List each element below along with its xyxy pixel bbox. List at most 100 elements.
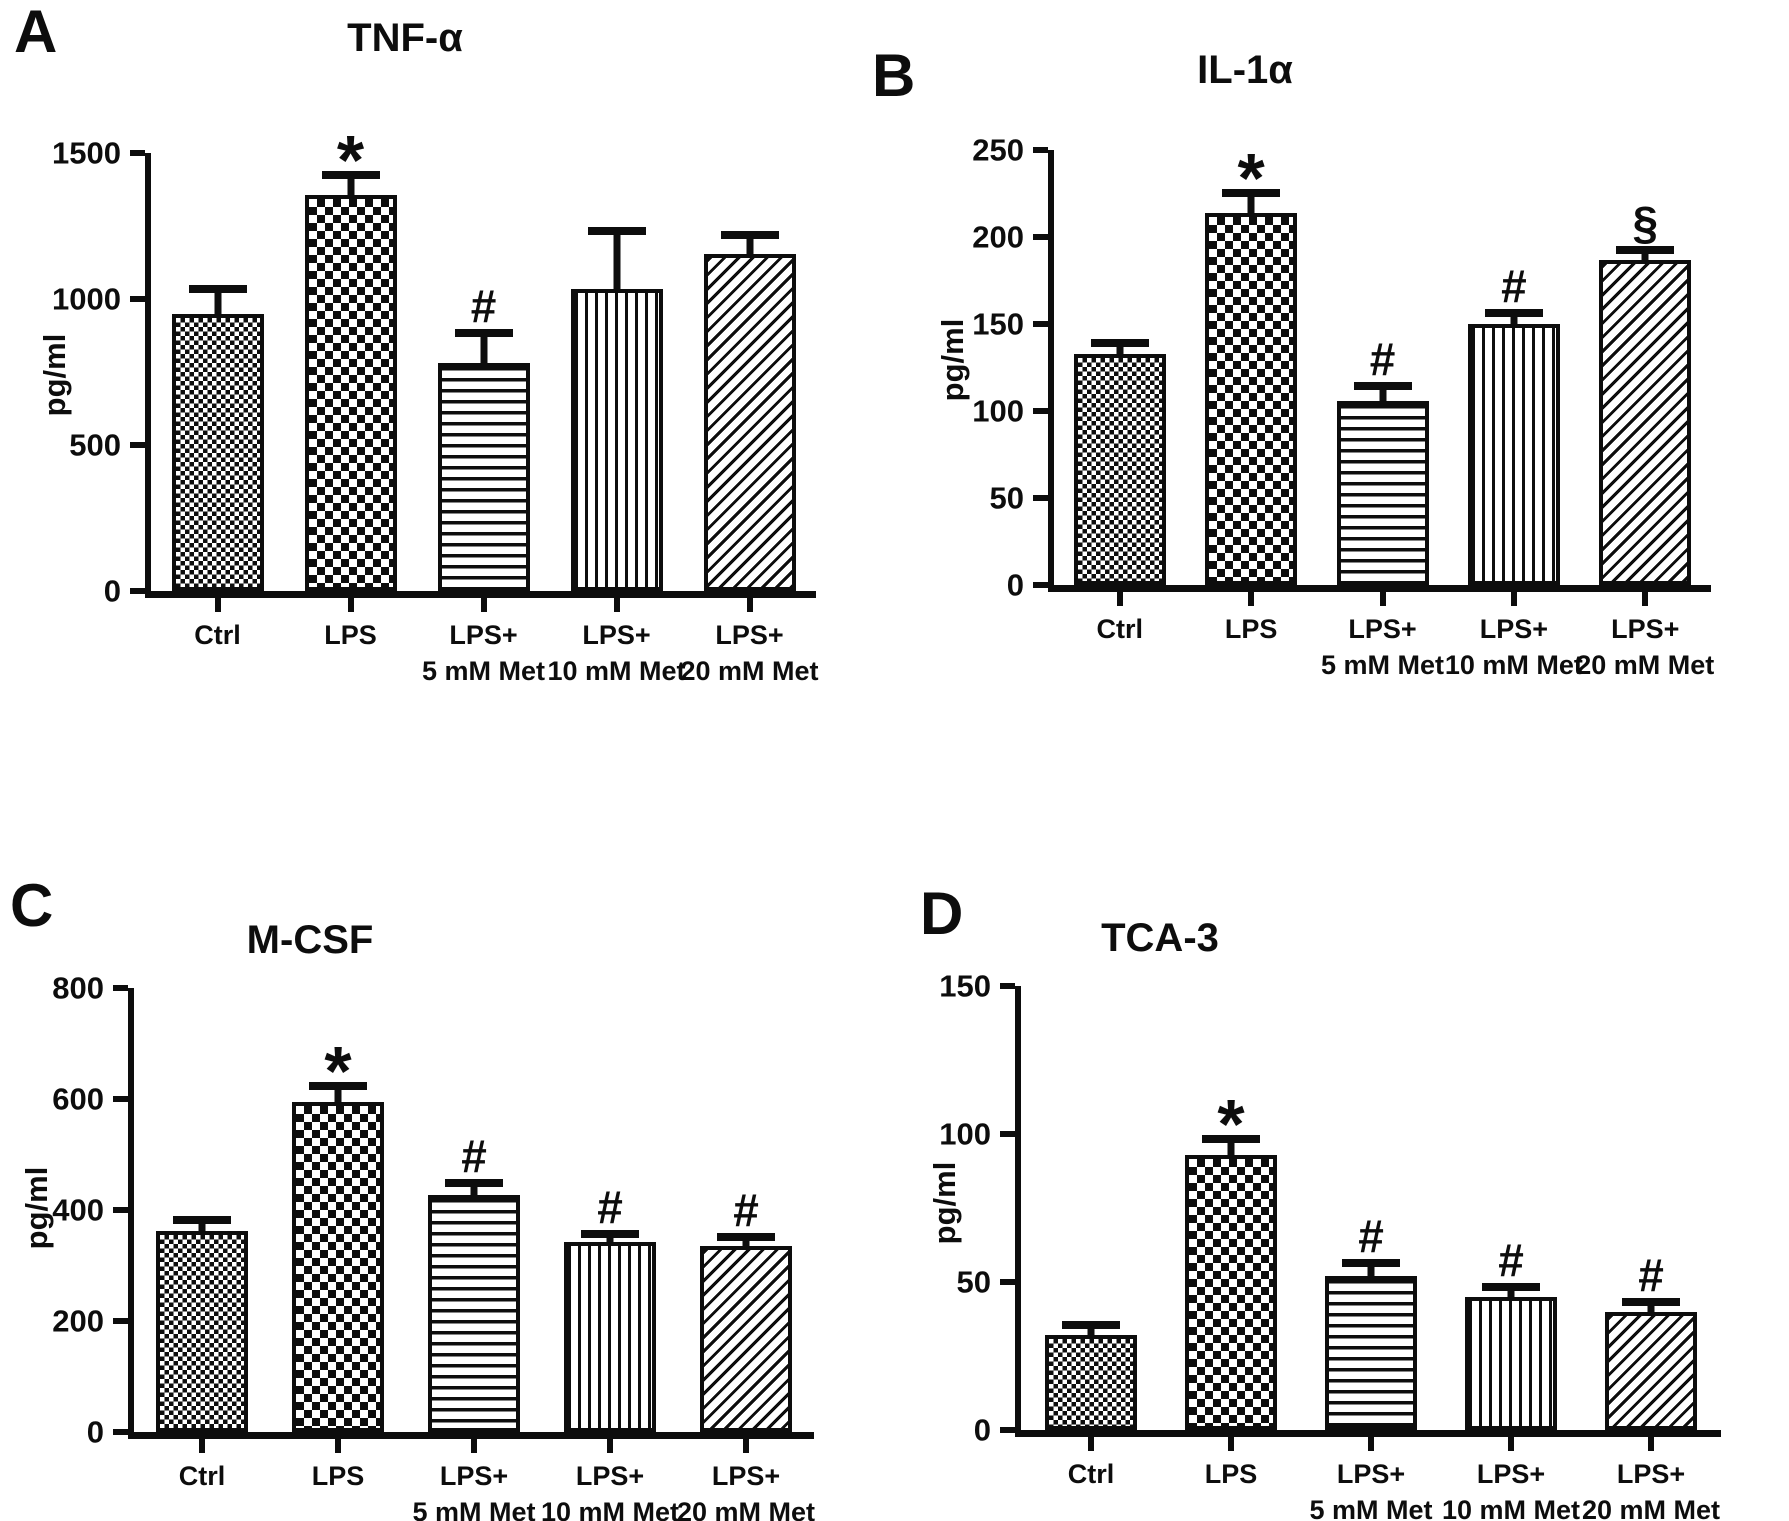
x-tick-mark bbox=[1648, 1437, 1654, 1451]
y-tick-label: 250 bbox=[972, 132, 1024, 168]
bar-lps-10-mm-met bbox=[564, 1241, 656, 1432]
panel-letter-a: A bbox=[14, 0, 58, 65]
significance-marker-lps-10-mm-met: # bbox=[1501, 260, 1527, 313]
error-bar-lps bbox=[309, 1081, 367, 1104]
x-axis-label-ctrl: Ctrl bbox=[194, 620, 241, 650]
error-bar-stem bbox=[480, 336, 487, 366]
y-tick-mark bbox=[113, 1096, 128, 1102]
y-tick-mark bbox=[1033, 321, 1048, 327]
y-tick-mark bbox=[1000, 1131, 1015, 1137]
y-tick-mark bbox=[1033, 495, 1048, 501]
y-tick-label: 800 bbox=[52, 970, 104, 1006]
bar-lps-20-mm-met bbox=[703, 253, 796, 591]
error-bar-lps-20-mm-met bbox=[717, 1232, 775, 1248]
x-axis-label-lps-10-mm-met: LPS+ 10 mM Met bbox=[1441, 1459, 1581, 1521]
bar-lps-10-mm-met bbox=[1465, 1296, 1557, 1430]
chart-title-b: IL-1α bbox=[1197, 48, 1293, 92]
error-bar-lps-20-mm-met bbox=[1616, 246, 1675, 262]
y-tick-mark bbox=[130, 588, 145, 594]
x-tick-mark bbox=[1368, 1437, 1374, 1451]
error-bar-ctrl bbox=[188, 285, 247, 316]
bar-lps-5-mm-met bbox=[428, 1195, 520, 1432]
significance-marker-lps: * bbox=[336, 121, 365, 200]
y-tick-label: 0 bbox=[103, 573, 121, 609]
error-bar-lps-5-mm-met bbox=[445, 1178, 503, 1198]
error-bar-lps-10-mm-met bbox=[1484, 309, 1543, 326]
panel-a: A TNF-α pg/ml 0 500 1000 1500 Ctrl * LPS # LPS+ … bbox=[0, 0, 860, 758]
plot-area-d: 0 50 100 150 Ctrl * LPS # LPS+ 5 mM Met # LPS+ 10 … bbox=[939, 971, 1721, 1521]
x-tick-mark bbox=[1510, 592, 1517, 606]
error-bar-stem bbox=[334, 1089, 342, 1104]
y-axis-label-d: pg/ml bbox=[927, 1161, 962, 1245]
significance-marker-lps-20-mm-met: # bbox=[1638, 1248, 1664, 1301]
y-tick-mark bbox=[1000, 1427, 1015, 1433]
y-tick-mark bbox=[113, 1429, 128, 1435]
x-axis-label-lps: LPS bbox=[1224, 614, 1278, 644]
error-bar-stem bbox=[198, 1224, 206, 1234]
error-bar-stem bbox=[606, 1238, 614, 1244]
y-tick-mark bbox=[113, 1318, 128, 1324]
bar-lps-5-mm-met bbox=[1325, 1276, 1417, 1430]
error-bar-stem bbox=[742, 1240, 750, 1248]
x-axis-label-lps-10-mm-met: LPS+ 10 mM Met bbox=[547, 620, 686, 687]
significance-marker-lps: * bbox=[1237, 138, 1265, 217]
y-tick-label: 1000 bbox=[52, 281, 121, 317]
x-tick-mark bbox=[1642, 592, 1649, 606]
error-bar-stem bbox=[214, 293, 221, 316]
y-tick-mark bbox=[130, 442, 145, 448]
plot-area-c: 0 200 400 600 800 Ctrl * LPS # LPS+ 5 mM Met # LPS+… bbox=[52, 973, 815, 1521]
x-axis-label-lps-20-mm-met: LPS+ 20 mM Met bbox=[680, 620, 819, 687]
x-axis-label-lps-10-mm-met: LPS+ 10 mM Met bbox=[540, 1461, 680, 1521]
x-tick-mark bbox=[607, 1439, 613, 1453]
x-tick-mark bbox=[480, 598, 487, 612]
plot-area-a: 0 500 1000 1500 Ctrl * LPS # LPS+ 5 mM Met LPS+ 1… bbox=[52, 125, 818, 686]
x-axis-label-lps-5-mm-met: LPS+ 5 mM Met bbox=[1320, 614, 1445, 681]
x-axis-label-ctrl: Ctrl bbox=[1096, 614, 1143, 644]
x-tick-mark bbox=[613, 598, 620, 612]
error-bar-lps-20-mm-met bbox=[720, 231, 779, 256]
x-tick-mark bbox=[1088, 1437, 1094, 1451]
chart-title-d: TCA-3 bbox=[1101, 916, 1219, 960]
significance-marker-lps-10-mm-met: # bbox=[1498, 1233, 1524, 1286]
x-tick-mark bbox=[471, 1439, 477, 1453]
y-axis-label-a: pg/ml bbox=[37, 333, 72, 417]
significance-marker-lps-20-mm-met: # bbox=[733, 1183, 759, 1236]
x-tick-mark bbox=[335, 1439, 341, 1453]
error-bar-stem bbox=[1379, 390, 1386, 403]
x-axis-label-lps-10-mm-met: LPS+ 10 mM Met bbox=[1444, 614, 1583, 681]
y-tick-label: 200 bbox=[972, 219, 1024, 255]
x-axis-label-lps-20-mm-met: LPS+ 20 mM Met bbox=[676, 1461, 816, 1521]
panel-letter-d: D bbox=[920, 880, 964, 947]
y-tick-label: 100 bbox=[972, 393, 1024, 429]
y-tick-label: 50 bbox=[956, 1264, 991, 1300]
panel-letter-c: C bbox=[10, 872, 54, 939]
chart-title-a: TNF-α bbox=[347, 16, 463, 60]
y-tick-label: 1500 bbox=[52, 135, 121, 171]
y-tick-label: 0 bbox=[973, 1412, 991, 1448]
x-axis-label-lps-5-mm-met: LPS+ 5 mM Met bbox=[412, 1461, 536, 1521]
y-tick-label: 50 bbox=[989, 480, 1024, 516]
bar-lps bbox=[292, 1101, 384, 1432]
error-bar-lps bbox=[321, 171, 380, 198]
panel-c: C M-CSF pg/ml 0 200 400 600 800 Ctrl * LPS # LPS+… bbox=[0, 758, 860, 1521]
y-tick-label: 0 bbox=[86, 1414, 104, 1450]
bar-ctrl bbox=[1045, 1335, 1137, 1430]
x-axis-label-lps-20-mm-met: LPS+ 20 mM Met bbox=[1581, 1459, 1721, 1521]
bar-lps-20-mm-met bbox=[700, 1245, 792, 1432]
error-bar-lps-5-mm-met bbox=[1353, 382, 1412, 403]
x-tick-mark bbox=[746, 598, 753, 612]
error-bar-lps bbox=[1202, 1134, 1260, 1157]
error-bar-lps-10-mm-met bbox=[1482, 1282, 1540, 1299]
plot-area-b: 0 50 100 150 200 250 Ctrl * LPS # LPS+ 5 mM Met # LP… bbox=[972, 135, 1714, 681]
y-tick-mark bbox=[1000, 983, 1015, 989]
x-axis-label-lps: LPS bbox=[324, 620, 377, 650]
error-bar-stem bbox=[347, 179, 354, 198]
error-bar-stem bbox=[1507, 1290, 1515, 1299]
y-tick-label: 150 bbox=[939, 968, 991, 1004]
error-bar-stem bbox=[1641, 254, 1649, 262]
error-bar-stem bbox=[746, 239, 753, 256]
error-bar-lps-10-mm-met bbox=[587, 226, 646, 291]
x-tick-mark bbox=[347, 598, 354, 612]
x-tick-mark bbox=[1228, 1437, 1234, 1451]
